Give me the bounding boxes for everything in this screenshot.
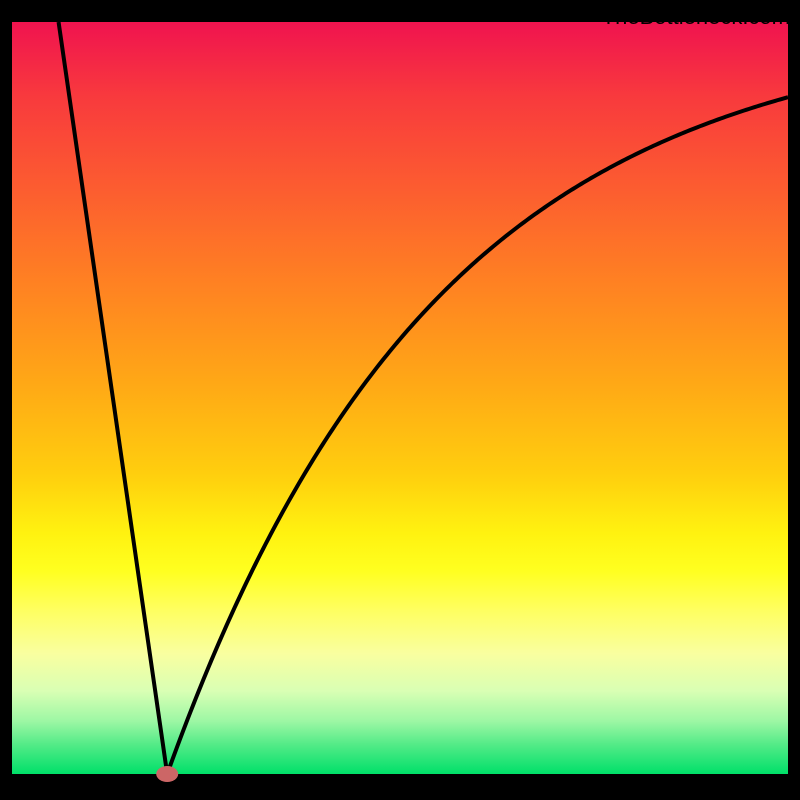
minimum-marker xyxy=(156,766,178,782)
chart-border xyxy=(788,0,800,800)
bottleneck-chart: TheBottleneck.com xyxy=(0,0,800,800)
chart-border xyxy=(0,774,800,800)
chart-border xyxy=(0,0,12,800)
gradient-background xyxy=(12,22,788,774)
chart-border xyxy=(0,0,800,22)
chart-svg xyxy=(0,0,800,800)
